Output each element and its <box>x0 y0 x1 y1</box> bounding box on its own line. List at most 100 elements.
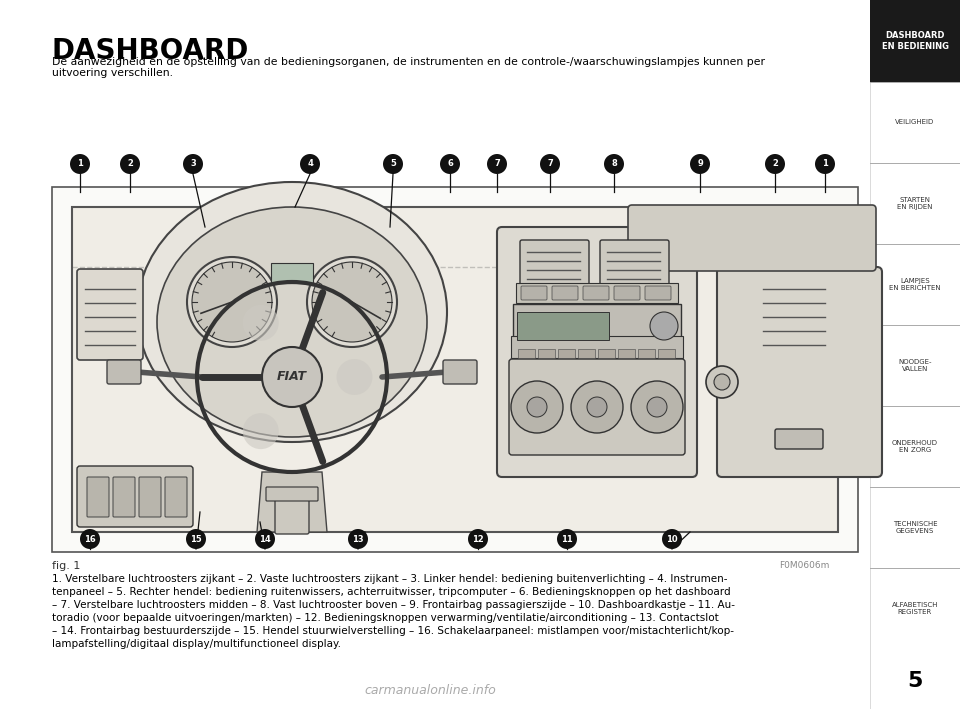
Text: ONDERHOUD
EN ZORG: ONDERHOUD EN ZORG <box>892 440 938 453</box>
FancyBboxPatch shape <box>645 286 671 300</box>
Text: 13: 13 <box>352 535 364 544</box>
FancyBboxPatch shape <box>597 349 614 357</box>
Text: tenpaneel – 5. Rechter hendel: bediening ruitenwissers, achterruitwisser, tripco: tenpaneel – 5. Rechter hendel: bediening… <box>52 587 731 597</box>
Text: TECHNISCHE
GEGEVENS: TECHNISCHE GEGEVENS <box>893 521 937 534</box>
Text: – 14. Frontairbag bestuurderszijde – 15. Hendel stuurwielverstelling – 16. Schak: – 14. Frontairbag bestuurderszijde – 15.… <box>52 626 734 636</box>
Circle shape <box>571 381 623 433</box>
FancyBboxPatch shape <box>513 304 681 348</box>
FancyBboxPatch shape <box>578 349 594 357</box>
Text: 1. Verstelbare luchtroosters zijkant – 2. Vaste luchtroosters zijkant – 3. Linke: 1. Verstelbare luchtroosters zijkant – 2… <box>52 574 728 584</box>
FancyBboxPatch shape <box>637 349 655 357</box>
Circle shape <box>706 366 738 398</box>
Text: 6: 6 <box>447 160 453 169</box>
FancyBboxPatch shape <box>658 349 675 357</box>
Circle shape <box>383 154 403 174</box>
Text: LAMPJES
EN BERICHTEN: LAMPJES EN BERICHTEN <box>889 278 941 291</box>
Polygon shape <box>257 472 327 532</box>
Circle shape <box>527 397 547 417</box>
FancyBboxPatch shape <box>443 360 477 384</box>
Circle shape <box>714 374 730 390</box>
FancyBboxPatch shape <box>271 263 313 283</box>
Circle shape <box>243 305 278 341</box>
Circle shape <box>187 257 277 347</box>
FancyBboxPatch shape <box>600 240 669 289</box>
Circle shape <box>243 413 278 449</box>
FancyBboxPatch shape <box>87 477 109 517</box>
Circle shape <box>662 529 682 549</box>
Polygon shape <box>72 207 838 532</box>
FancyBboxPatch shape <box>275 490 309 534</box>
Ellipse shape <box>157 207 427 437</box>
Circle shape <box>765 154 785 174</box>
Circle shape <box>307 257 397 347</box>
Text: 5: 5 <box>390 160 396 169</box>
Text: 15: 15 <box>190 535 202 544</box>
FancyBboxPatch shape <box>52 187 858 552</box>
Circle shape <box>487 154 507 174</box>
FancyBboxPatch shape <box>517 312 609 340</box>
FancyBboxPatch shape <box>538 349 555 357</box>
FancyBboxPatch shape <box>516 283 678 303</box>
Circle shape <box>604 154 624 174</box>
FancyBboxPatch shape <box>775 429 823 449</box>
Circle shape <box>631 381 683 433</box>
Circle shape <box>647 397 667 417</box>
FancyBboxPatch shape <box>614 286 640 300</box>
FancyBboxPatch shape <box>517 349 535 357</box>
Text: carmanualonline.info: carmanualonline.info <box>364 684 496 697</box>
Ellipse shape <box>137 182 447 442</box>
FancyBboxPatch shape <box>617 349 635 357</box>
FancyBboxPatch shape <box>77 466 193 527</box>
Text: 4: 4 <box>307 160 313 169</box>
Circle shape <box>650 312 678 340</box>
Circle shape <box>540 154 560 174</box>
Text: DASHBOARD: DASHBOARD <box>52 37 250 65</box>
Text: 2: 2 <box>772 160 778 169</box>
FancyBboxPatch shape <box>77 269 143 360</box>
Circle shape <box>557 529 577 549</box>
Text: 7: 7 <box>547 160 553 169</box>
FancyBboxPatch shape <box>165 477 187 517</box>
Text: 3: 3 <box>190 160 196 169</box>
Circle shape <box>337 359 372 395</box>
Circle shape <box>183 154 203 174</box>
FancyBboxPatch shape <box>717 267 882 477</box>
Text: 16: 16 <box>84 535 96 544</box>
Circle shape <box>587 397 607 417</box>
Circle shape <box>120 154 140 174</box>
FancyBboxPatch shape <box>870 0 960 82</box>
FancyBboxPatch shape <box>266 487 318 501</box>
Text: lampafstelling/digitaal display/multifunctioneel display.: lampafstelling/digitaal display/multifun… <box>52 639 341 649</box>
Text: – 7. Verstelbare luchtroosters midden – 8. Vast luchtrooster boven – 9. Frontair: – 7. Verstelbare luchtroosters midden – … <box>52 600 735 610</box>
Circle shape <box>192 262 272 342</box>
Circle shape <box>300 154 320 174</box>
FancyBboxPatch shape <box>107 360 141 384</box>
Text: NOODGE-
VALLEN: NOODGE- VALLEN <box>899 359 932 372</box>
FancyBboxPatch shape <box>628 205 876 271</box>
Text: 10: 10 <box>666 535 678 544</box>
Text: 12: 12 <box>472 535 484 544</box>
Text: ALFABETISCH
REGISTER: ALFABETISCH REGISTER <box>892 602 938 615</box>
Text: De aanwezigheid en de opstelling van de bedieningsorganen, de instrumenten en de: De aanwezigheid en de opstelling van de … <box>52 57 765 67</box>
Text: STARTEN
EN RIJDEN: STARTEN EN RIJDEN <box>898 197 933 210</box>
FancyBboxPatch shape <box>583 286 609 300</box>
FancyBboxPatch shape <box>521 286 547 300</box>
Text: toradio (voor bepaalde uitvoeringen/markten) – 12. Bedieningsknoppen verwarming/: toradio (voor bepaalde uitvoeringen/mark… <box>52 613 719 623</box>
FancyBboxPatch shape <box>511 336 683 358</box>
Circle shape <box>80 529 100 549</box>
Text: 5: 5 <box>907 671 923 691</box>
Text: fig. 1: fig. 1 <box>52 561 81 571</box>
FancyBboxPatch shape <box>520 240 589 289</box>
Text: 11: 11 <box>562 535 573 544</box>
Circle shape <box>186 529 206 549</box>
Circle shape <box>348 529 368 549</box>
Circle shape <box>262 347 322 407</box>
Circle shape <box>312 262 392 342</box>
FancyBboxPatch shape <box>755 269 833 360</box>
FancyBboxPatch shape <box>509 359 685 455</box>
Text: uitvoering verschillen.: uitvoering verschillen. <box>52 68 173 78</box>
FancyBboxPatch shape <box>139 477 161 517</box>
Text: 14: 14 <box>259 535 271 544</box>
Text: 7: 7 <box>494 160 500 169</box>
Circle shape <box>690 154 710 174</box>
